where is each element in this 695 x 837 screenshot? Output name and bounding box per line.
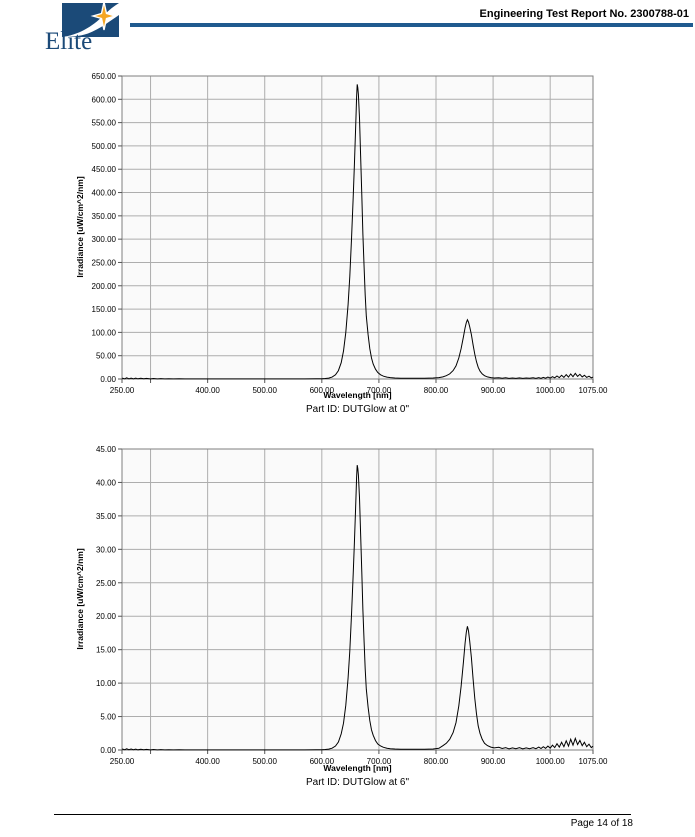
y-tick-label: 20.00: [96, 612, 117, 621]
y-tick-label: 25.00: [96, 579, 117, 588]
y-tick-label: 5.00: [100, 713, 116, 722]
elite-logo-graphic: Elite: [45, 1, 119, 55]
y-tick-label: 40.00: [96, 478, 117, 487]
footer-rule: [54, 814, 631, 815]
x-tick-label: 600.00: [310, 757, 335, 766]
y-tick-label: 100.00: [92, 328, 117, 337]
header-rule: [130, 23, 693, 27]
report-title: Engineering Test Report No. 2300788-01: [479, 8, 689, 20]
x-tick-label: 250.00: [110, 757, 135, 766]
y-tick-label: 650.00: [92, 72, 117, 81]
y-tick-label: 50.00: [96, 352, 117, 361]
spectrum-curve: [121, 465, 594, 751]
chart2-caption: Part ID: DUTGlow at 6": [305, 777, 410, 788]
x-tick-label: 800.00: [424, 386, 449, 395]
y-tick-label: 45.00: [96, 445, 117, 454]
x-tick-label: 250.00: [110, 386, 135, 395]
logo-swoosh: [62, 3, 119, 37]
y-tick-label: 15.00: [96, 646, 117, 655]
plot-border: [121, 75, 594, 380]
x-tick-label: 800.00: [424, 757, 449, 766]
x-tick-label: 700.00: [367, 386, 392, 395]
x-tick-label: 900.00: [481, 757, 506, 766]
y-tick-label: 400.00: [92, 189, 117, 198]
plot-area: [122, 449, 593, 750]
x-tick-label: 1000.00: [536, 386, 565, 395]
y-tick-label: 350.00: [92, 212, 117, 221]
x-tick-label: 400.00: [195, 757, 220, 766]
plot-area: [122, 76, 593, 379]
x-tick-label: 500.00: [252, 757, 277, 766]
y-tick-label: 450.00: [92, 165, 117, 174]
y-tick-label: 300.00: [92, 235, 117, 244]
y-tick-label: 200.00: [92, 282, 117, 291]
logo-wordmark: Elite: [45, 28, 92, 52]
chart1-caption: Part ID: DUTGlow at 0": [305, 404, 410, 415]
y-tick-label: 250.00: [92, 258, 117, 267]
y-tick-label: 35.00: [96, 512, 117, 521]
chart2-x-axis-title: Wavelength [nm]: [323, 763, 392, 773]
x-tick-label: 900.00: [481, 386, 506, 395]
chart1-x-axis-title: Wavelength [nm]: [323, 390, 392, 400]
x-tick-label: 1075.00: [579, 757, 608, 766]
page-number: Page 14 of 18: [570, 818, 633, 829]
star-icon: [90, 1, 118, 31]
y-tick-label: 550.00: [92, 119, 117, 128]
chart1-irradiance-at-0in: 0.00 50.00 100.00 150.00 200.00 250.00 300.00 3…: [92, 72, 608, 395]
x-tick-label: 500.00: [252, 386, 277, 395]
y-tick-label: 10.00: [96, 679, 117, 688]
elite-logo: Elite: [44, 1, 122, 57]
plot-border: [121, 448, 594, 751]
y-tick-label: 600.00: [92, 95, 117, 104]
x-tick-label: 1075.00: [579, 386, 608, 395]
y-tick-label: 30.00: [96, 545, 117, 554]
x-tick-label: 1000.00: [536, 757, 565, 766]
x-tick-label: 400.00: [195, 386, 220, 395]
y-tick-label: 150.00: [92, 305, 117, 314]
chart2-irradiance-at-6in: 0.00 5.00 10.00 15.00 20.00 25.00 30.00 35.00 40…: [96, 445, 608, 766]
y-tick-label: 0.00: [100, 746, 116, 755]
y-tick-label: 500.00: [92, 142, 117, 151]
x-tick-label: 600.00: [310, 386, 335, 395]
y-tick-label: 0.00: [100, 375, 116, 384]
spectrum-curve: [121, 84, 594, 380]
x-tick-label: 700.00: [367, 757, 392, 766]
